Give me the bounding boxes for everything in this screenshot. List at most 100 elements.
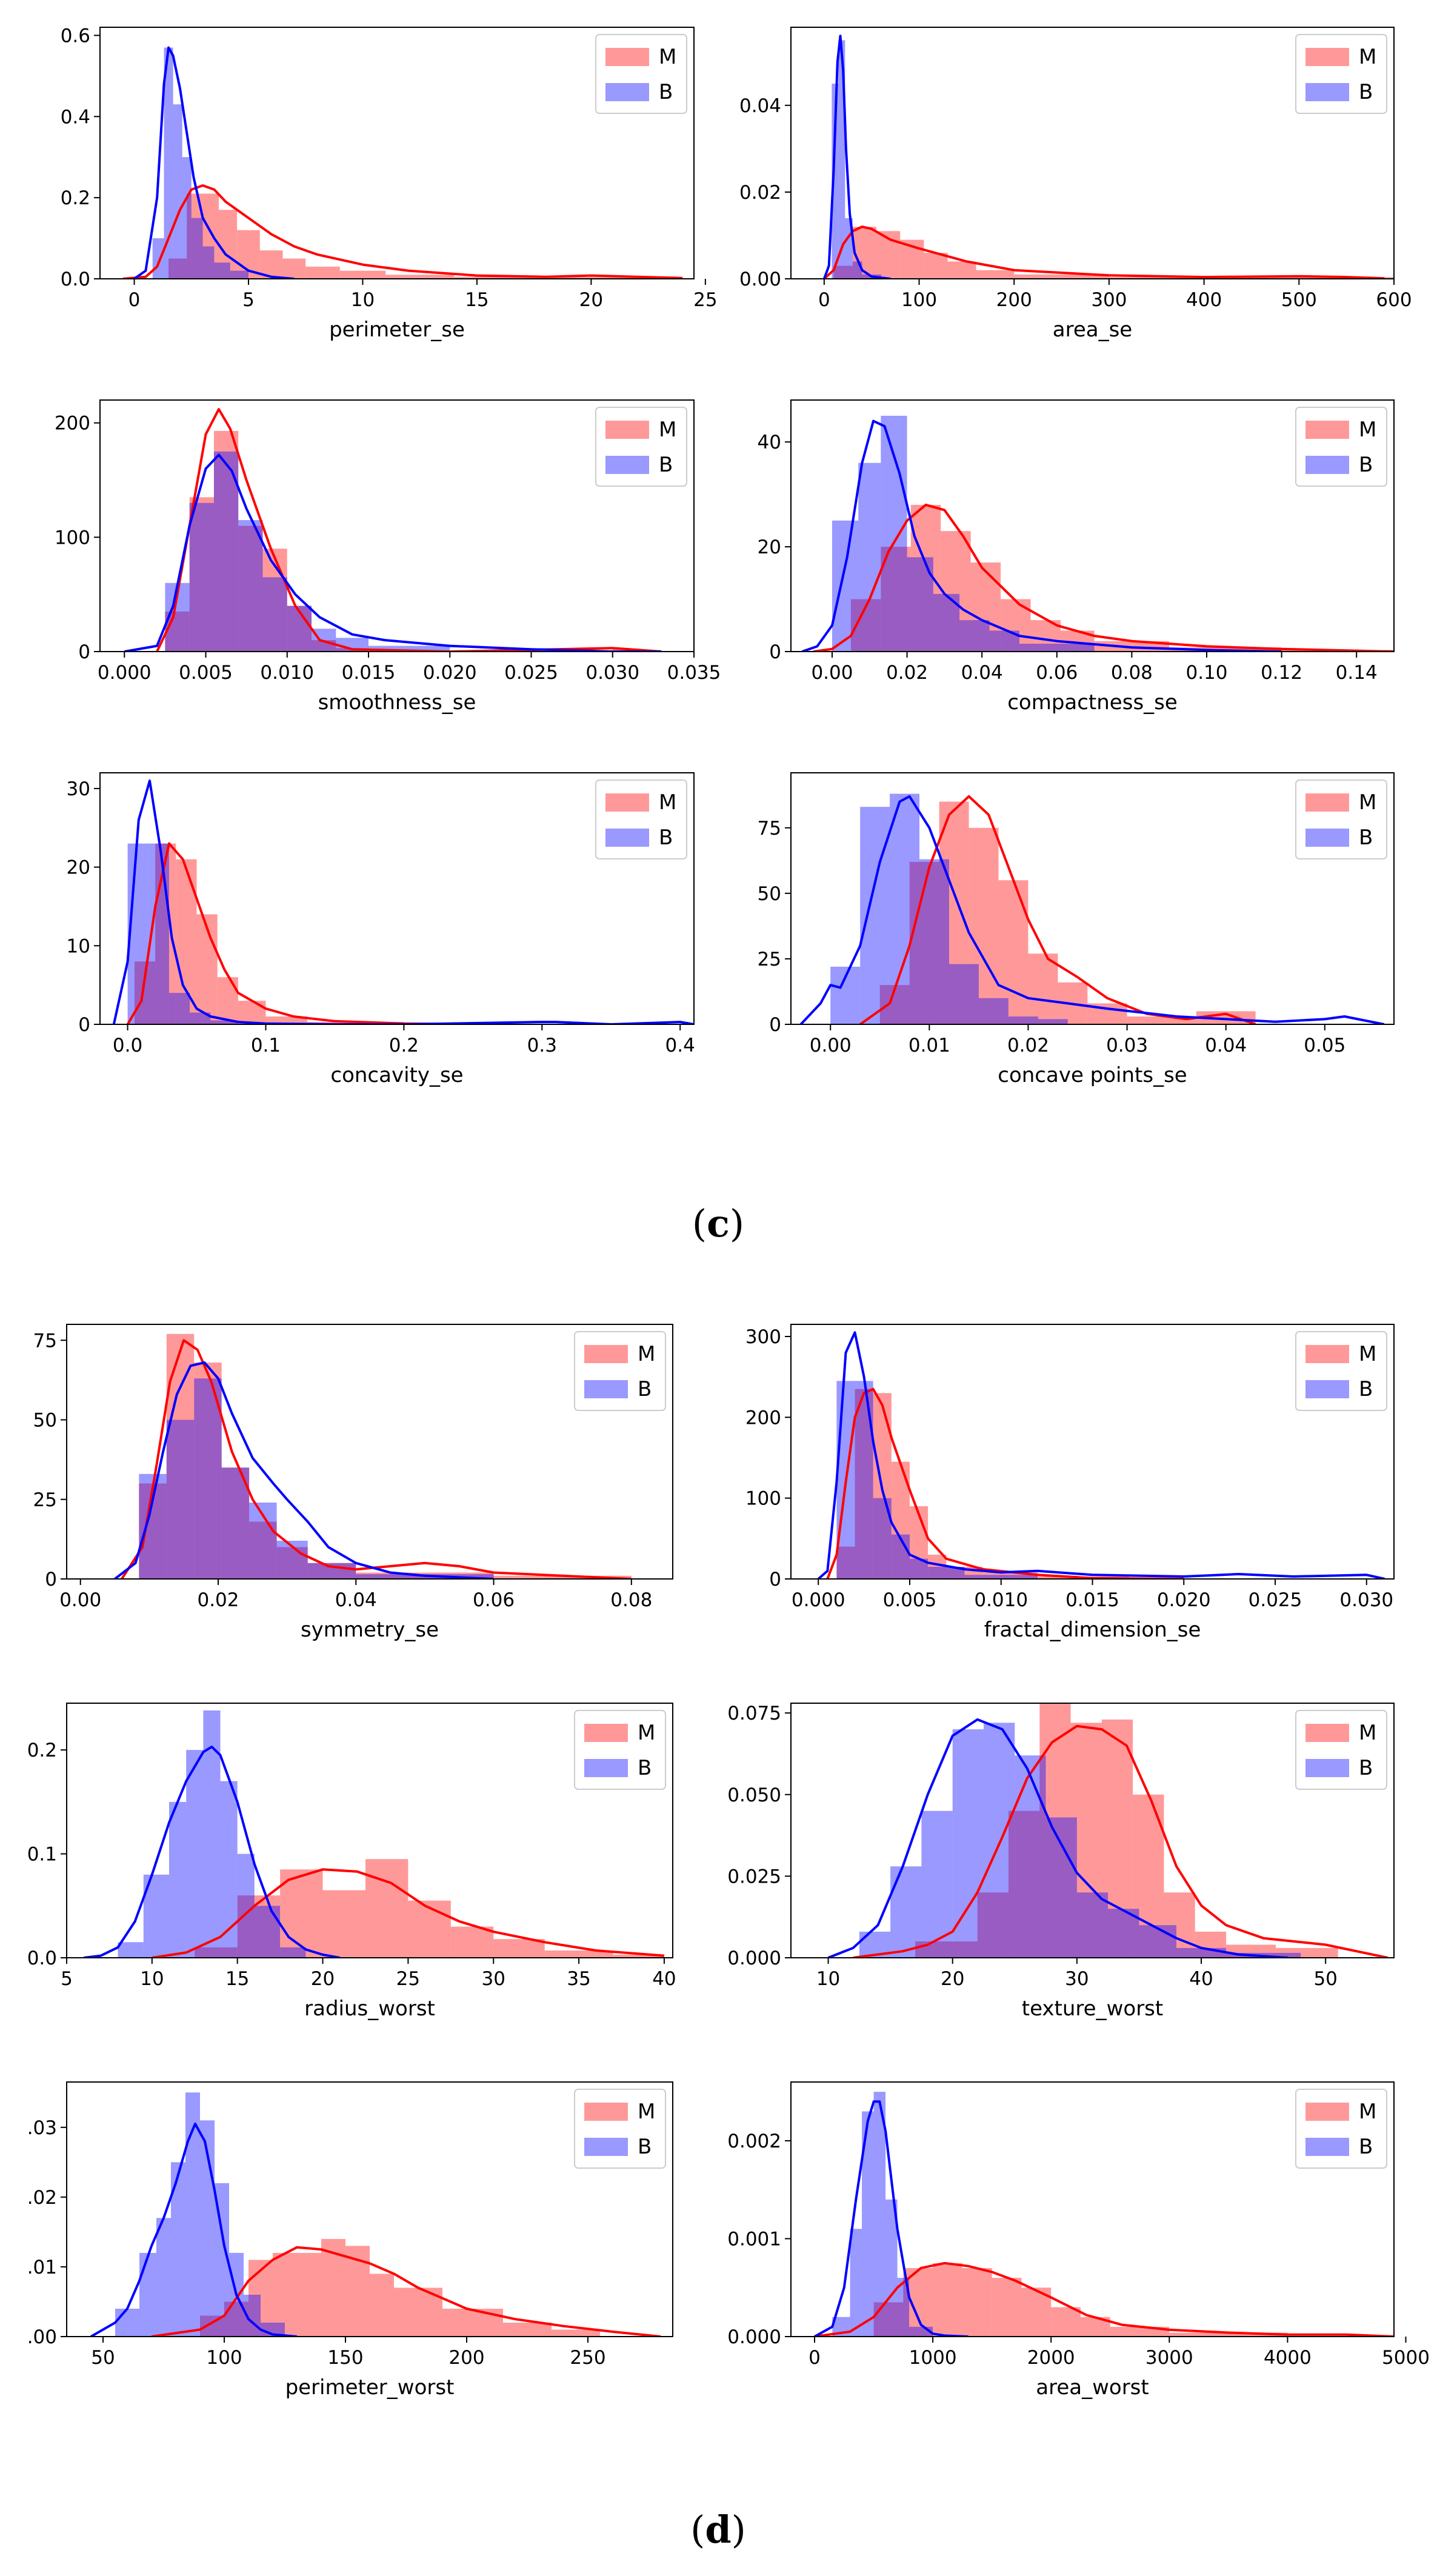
legend: MB — [595, 779, 687, 859]
caption-c: (c) — [692, 1201, 744, 1246]
histogram-bar-M — [365, 1859, 408, 1958]
axes-frame — [66, 2081, 673, 2337]
histogram-bar-B — [838, 40, 845, 279]
x-tick-label: 0.030 — [585, 662, 639, 684]
x-tick-label: 0.10 — [1185, 662, 1227, 684]
legend-swatch-M — [1305, 48, 1349, 66]
histogram-bar-M — [196, 914, 218, 1024]
legend: MB — [1295, 1710, 1387, 1790]
y-tick-label: 0.075 — [727, 1703, 781, 1724]
histogram-bar-B — [190, 1012, 211, 1024]
plot-area — [799, 793, 1385, 1024]
kde-line-M — [813, 503, 1394, 652]
histogram-bar-M — [977, 1892, 1009, 1958]
histogram-bar-M — [909, 1506, 929, 1579]
legend-label-M: M — [659, 45, 676, 69]
histogram-bar-M — [982, 1572, 1038, 1579]
legend-label-B: B — [1359, 80, 1373, 104]
plot-area — [801, 415, 1394, 652]
histogram-bar-B — [214, 262, 230, 279]
histogram-bar-M — [836, 1546, 855, 1579]
x-tick-label: 30 — [1065, 1968, 1089, 1990]
y-tick-label: 0.1 — [27, 1844, 57, 1866]
x-tick-label: 0.4 — [665, 1035, 695, 1056]
histogram-bar-M — [969, 827, 999, 1024]
kde-line-B — [817, 1331, 1385, 1579]
legend-label-M: M — [1359, 790, 1376, 815]
x-tick-label: 20 — [941, 1968, 964, 1990]
chart-panel: 0.000 0.005 0.010 0.015 0.020 0.025 0.030 0 100 2… — [745, 1324, 1395, 1642]
x-tick-label: 2000 — [1027, 2347, 1075, 2369]
x-tick-label: 10 — [140, 1968, 164, 1990]
x-tick-label: 0.05 — [1304, 1035, 1345, 1056]
caption-d: (d) — [690, 2508, 746, 2552]
histogram-bar-B — [262, 577, 287, 652]
x-tick-label: 25 — [396, 1968, 420, 1990]
histogram-bar-B — [221, 1467, 250, 1579]
x-tick-label: 10 — [351, 289, 375, 311]
plot-area — [83, 1710, 665, 1958]
histogram-B — [859, 1723, 1301, 1958]
x-tick-label: 0.02 — [886, 662, 928, 684]
kde-line-M — [121, 1339, 632, 1579]
x-tick-label: 600 — [1376, 289, 1412, 311]
histogram-bar-M — [833, 265, 853, 279]
x-axis-label: perimeter_worst — [285, 2375, 455, 2400]
histogram-bar-B — [368, 646, 450, 652]
y-tick-label: 0 — [45, 1569, 57, 1590]
histogram-B — [832, 415, 1095, 652]
histogram-B — [836, 1381, 1038, 1579]
legend-swatch-B — [1305, 829, 1349, 847]
legend-label-M: M — [638, 2100, 655, 2124]
kde-line-B — [827, 1718, 1289, 1958]
histogram-bar-M — [1028, 953, 1058, 1024]
x-tick-label: 0.02 — [1007, 1035, 1049, 1056]
legend-swatch-M — [1305, 2103, 1349, 2121]
histogram-bar-B — [156, 2218, 171, 2337]
legend-label-B: B — [659, 453, 673, 477]
y-tick-label: 25 — [758, 949, 781, 970]
x-tick-label: 0.015 — [1065, 1589, 1119, 1611]
histogram-bar-B — [115, 2308, 139, 2337]
histogram-bar-B — [891, 1534, 910, 1579]
histogram-bar-M — [910, 504, 941, 652]
histogram-B — [165, 451, 450, 652]
x-tick-label: 400 — [1186, 289, 1222, 311]
plot-area — [122, 46, 683, 279]
kde-line-B — [801, 419, 1282, 652]
histogram-bar-M — [195, 1947, 238, 1958]
legend-box — [574, 1331, 666, 1411]
legend: MB — [1295, 34, 1387, 114]
histogram-bar-B — [169, 1801, 187, 1958]
x-tick-label: 0.01 — [909, 1035, 950, 1056]
histogram-bar-M — [1169, 2332, 1288, 2337]
legend: MB — [574, 1710, 666, 1790]
x-tick-label: 10 — [816, 1968, 840, 1990]
axes-frame — [66, 1324, 673, 1580]
legend-label-M: M — [638, 1721, 655, 1745]
x-tick-label: 3000 — [1145, 2347, 1193, 2369]
legend-label-B: B — [638, 2135, 652, 2159]
y-tick-label: 0 — [769, 1014, 781, 1036]
histogram-bar-M — [544, 1950, 613, 1958]
x-tick-label: 5 — [61, 1968, 73, 1990]
x-tick-label: 0.06 — [1036, 662, 1078, 684]
kde-line-B — [822, 35, 891, 279]
legend-label-M: M — [1359, 418, 1376, 442]
legend-swatch-M — [584, 1345, 628, 1363]
y-tick-label: 0.002 — [727, 2131, 781, 2152]
legend-box — [595, 779, 687, 859]
histogram-bar-B — [238, 520, 263, 652]
histogram-bar-B — [862, 2111, 874, 2337]
histogram-bar-M — [924, 253, 948, 279]
histogram-bar-B — [220, 1781, 238, 1958]
legend: MB — [1295, 2089, 1387, 2169]
histogram-bar-B — [194, 1378, 222, 1579]
y-tick-label: 0.6 — [61, 25, 90, 47]
legend-swatch-M — [1305, 793, 1349, 812]
legend-label-M: M — [1359, 45, 1376, 69]
y-tick-label: 0.0 — [27, 1947, 57, 1969]
histogram-bar-M — [322, 1890, 365, 1958]
histogram-bar-M — [941, 531, 971, 652]
